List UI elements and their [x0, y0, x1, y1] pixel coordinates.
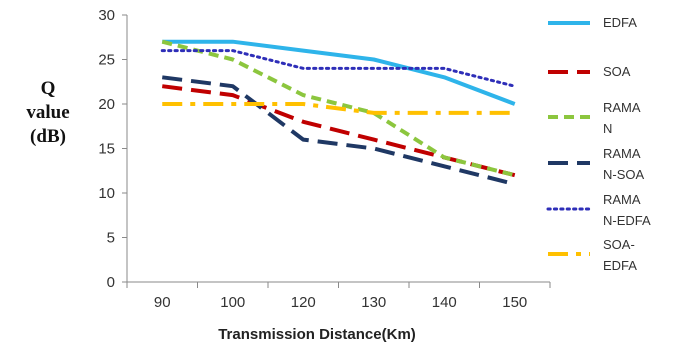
x-axis-title: Transmission Distance(Km) [218, 326, 416, 343]
series-line [161, 84, 516, 178]
legend-label: N-SOA [603, 167, 645, 182]
x-tick-label: 120 [291, 294, 316, 311]
x-tick-label: 150 [502, 294, 527, 311]
legend: EDFA SOA RAMA N RAMA N-SOA RAMA N-EDFA SOA- EDFA [546, 15, 651, 273]
y-tick-label: 5 [107, 230, 115, 247]
legend-entry: RAMA N [548, 100, 641, 136]
legend-entry: SOA [548, 64, 631, 79]
y-axis-title-line: value [26, 102, 69, 123]
legend-entry: RAMA N-EDFA [546, 192, 651, 228]
series-lines [160, 39, 517, 187]
y-tick-label: 0 [107, 274, 115, 291]
legend-label: EDFA [603, 258, 637, 273]
x-tick-label: 130 [361, 294, 386, 311]
legend-label: SOA- [603, 237, 635, 252]
y-tick-label: 15 [98, 141, 115, 158]
y-tick-label: 25 [98, 52, 115, 69]
x-axis-ticks: 90 100 120 130 140 150 [126, 282, 551, 311]
x-tick-label: 100 [220, 294, 245, 311]
legend-label: RAMA [603, 100, 641, 115]
y-axis-title-line: (dB) [30, 126, 66, 147]
legend-label: RAMA [603, 146, 641, 161]
series-line [162, 102, 515, 115]
legend-label: EDFA [603, 15, 637, 30]
legend-label: RAMA [603, 192, 641, 207]
legend-label: N-EDFA [603, 213, 651, 228]
y-axis-title-line: Q [41, 78, 56, 99]
legend-entry: RAMA N-SOA [548, 146, 645, 182]
series-line [160, 49, 517, 88]
series-line [162, 39, 516, 106]
legend-label: N [603, 121, 612, 136]
legend-label: SOA [603, 64, 631, 79]
y-tick-label: 20 [98, 96, 115, 113]
legend-entry: SOA- EDFA [548, 237, 637, 273]
legend-entry: EDFA [548, 15, 637, 30]
x-tick-label: 140 [432, 294, 457, 311]
y-tick-label: 10 [98, 185, 115, 202]
y-tick-label: 30 [98, 7, 115, 24]
x-tick-label: 90 [154, 294, 171, 311]
y-axis-ticks: 0 5 10 15 20 25 30 [98, 7, 127, 291]
axes [126, 15, 550, 283]
series-line [161, 75, 516, 187]
